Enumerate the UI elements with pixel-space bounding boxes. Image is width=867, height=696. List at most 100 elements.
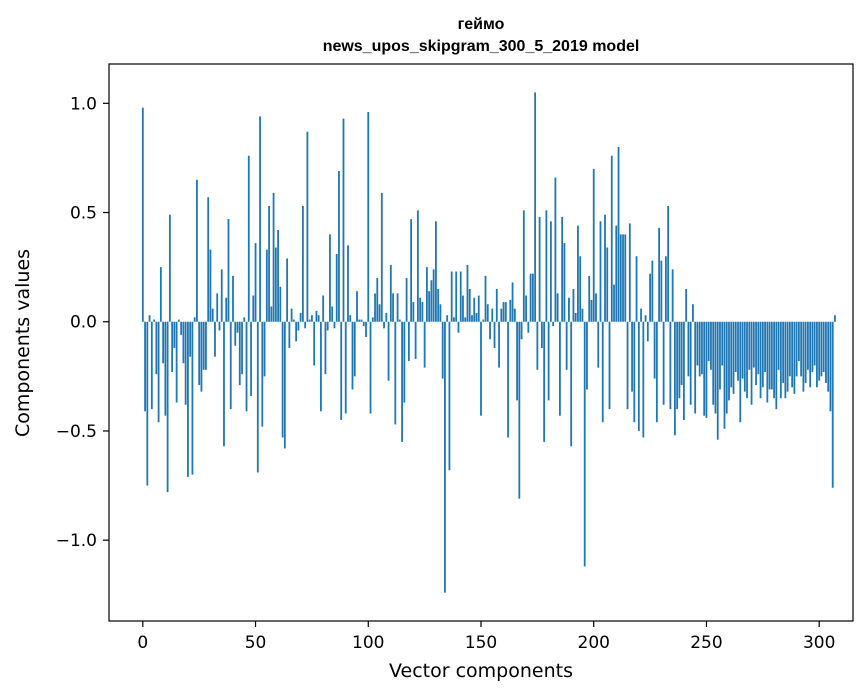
bar — [320, 321, 322, 412]
bar — [655, 321, 658, 423]
bar — [777, 321, 780, 370]
bar — [588, 275, 591, 322]
bar — [687, 321, 690, 377]
bar — [579, 256, 582, 322]
bar — [628, 223, 631, 322]
bar — [374, 293, 376, 322]
bar — [180, 321, 183, 335]
bar — [166, 321, 169, 493]
bar — [383, 321, 385, 329]
bar — [162, 321, 165, 364]
bar — [475, 313, 478, 322]
bar — [527, 321, 530, 333]
bar — [430, 280, 433, 322]
bar — [730, 321, 733, 388]
bar — [177, 319, 180, 322]
bar — [797, 321, 800, 362]
bar — [511, 282, 514, 322]
bar — [202, 321, 205, 370]
bar — [279, 286, 282, 322]
bar — [705, 321, 708, 418]
bar — [378, 304, 381, 322]
bar — [779, 321, 782, 399]
bar — [685, 288, 688, 322]
bar — [317, 315, 320, 322]
bar — [286, 258, 289, 322]
bar — [308, 319, 311, 322]
bar — [459, 271, 462, 322]
bar — [489, 321, 491, 340]
bar — [658, 227, 661, 322]
y-tick-label: 0.0 — [70, 313, 97, 333]
bar — [468, 288, 471, 322]
bar — [608, 321, 611, 410]
bar — [606, 247, 609, 322]
bar — [425, 267, 428, 322]
bar — [737, 321, 739, 381]
bar — [834, 315, 836, 322]
bar — [525, 295, 527, 322]
bar — [218, 321, 221, 331]
bar — [358, 319, 361, 322]
bar — [809, 321, 812, 388]
bar — [146, 321, 149, 486]
bar — [556, 293, 559, 322]
bar — [626, 321, 629, 410]
bar — [782, 321, 785, 383]
bar — [306, 131, 309, 322]
bar — [329, 234, 331, 322]
bar — [405, 278, 408, 322]
x-axis-ticks: 0 50 100 150 200 250 300 — [137, 621, 835, 653]
bar — [187, 321, 189, 477]
bar — [725, 321, 728, 414]
bar — [802, 321, 805, 392]
bar — [365, 321, 367, 338]
bar — [773, 321, 775, 399]
bar — [376, 278, 379, 322]
bar — [624, 234, 627, 322]
bar — [504, 302, 507, 322]
bar — [473, 297, 476, 322]
bar — [540, 321, 543, 348]
bar — [683, 321, 685, 421]
bar — [561, 216, 564, 322]
bar — [182, 321, 185, 364]
bar — [604, 214, 606, 322]
bar — [601, 321, 604, 423]
y-tick-label: 0.5 — [70, 204, 97, 224]
bar — [554, 177, 557, 322]
bar — [164, 321, 167, 416]
bar — [746, 321, 748, 399]
bar — [757, 321, 760, 375]
bar — [466, 264, 469, 322]
bar — [324, 321, 327, 375]
bar — [775, 321, 778, 410]
bar — [748, 321, 751, 370]
bar — [157, 321, 160, 423]
bar — [692, 304, 694, 322]
bar — [347, 245, 349, 322]
y-tick-label: −0.5 — [56, 422, 97, 442]
bar — [331, 306, 334, 322]
bar — [398, 319, 401, 322]
bar — [500, 308, 503, 322]
bar — [631, 321, 633, 392]
bar — [223, 321, 225, 447]
bar — [380, 192, 383, 322]
bar — [502, 302, 505, 322]
bar — [536, 321, 539, 370]
bar — [333, 321, 336, 329]
bar — [274, 247, 277, 322]
bar — [484, 275, 487, 322]
bar — [766, 321, 769, 403]
bar — [340, 321, 343, 421]
bar — [507, 321, 509, 438]
bar — [552, 321, 555, 327]
x-tick-label: 300 — [803, 633, 835, 653]
bar — [513, 308, 516, 322]
bar — [743, 321, 746, 392]
bar — [297, 321, 300, 331]
bar — [547, 321, 550, 401]
bar — [205, 321, 207, 370]
bar — [637, 321, 640, 431]
